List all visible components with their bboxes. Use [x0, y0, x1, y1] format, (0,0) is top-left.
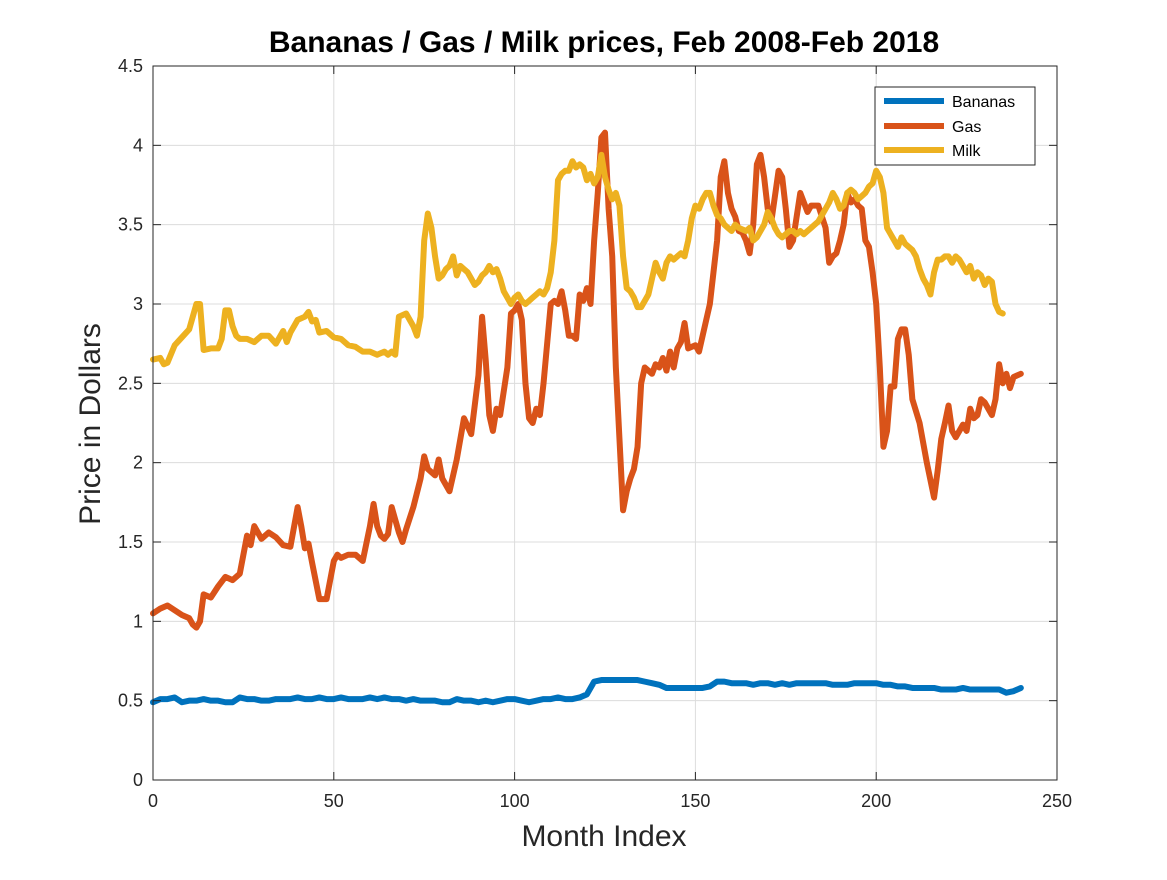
- y-tick-label: 2.5: [118, 373, 143, 393]
- legend-label-milk: Milk: [952, 143, 981, 160]
- legend-label-bananas: Bananas: [952, 94, 1015, 111]
- legend-label-gas: Gas: [952, 119, 981, 136]
- x-tick-label: 150: [680, 791, 710, 811]
- y-tick-label: 4: [133, 135, 143, 155]
- y-tick-label: 0: [133, 770, 143, 790]
- series-line-milk: [150, 151, 1006, 368]
- y-axis-label: Price in Dollars: [74, 323, 107, 525]
- tick-labels: 0 50 100 150 200 250 0 0.5 1 1.5 2 2.5 3 3.5 4 4.5: [118, 56, 1072, 811]
- y-tick-label: 0.5: [118, 691, 143, 711]
- chart-title: Bananas / Gas / Milk prices, Feb 2008-Fe…: [269, 26, 939, 59]
- legend: Bananas Gas Milk: [874, 86, 1036, 166]
- y-tick-label: 1: [133, 611, 143, 631]
- plot-area-border: [152, 65, 1058, 781]
- x-tick-label: 200: [861, 791, 891, 811]
- y-tick-label: 3: [133, 294, 143, 314]
- axes: [152, 65, 1058, 781]
- x-tick-label: 50: [324, 791, 344, 811]
- series-line-bananas: [150, 677, 1024, 706]
- x-tick-label: 100: [500, 791, 530, 811]
- y-tick-label: 3.5: [118, 215, 143, 235]
- series-line-gas: [150, 129, 1024, 631]
- x-tick-label: 250: [1042, 791, 1072, 811]
- x-tick-label: 0: [148, 791, 158, 811]
- series-lines: [150, 129, 1024, 706]
- y-tick-label: 4.5: [118, 56, 143, 76]
- x-axis-label: Month Index: [521, 820, 686, 853]
- y-tick-label: 1.5: [118, 532, 143, 552]
- y-tick-label: 2: [133, 453, 143, 473]
